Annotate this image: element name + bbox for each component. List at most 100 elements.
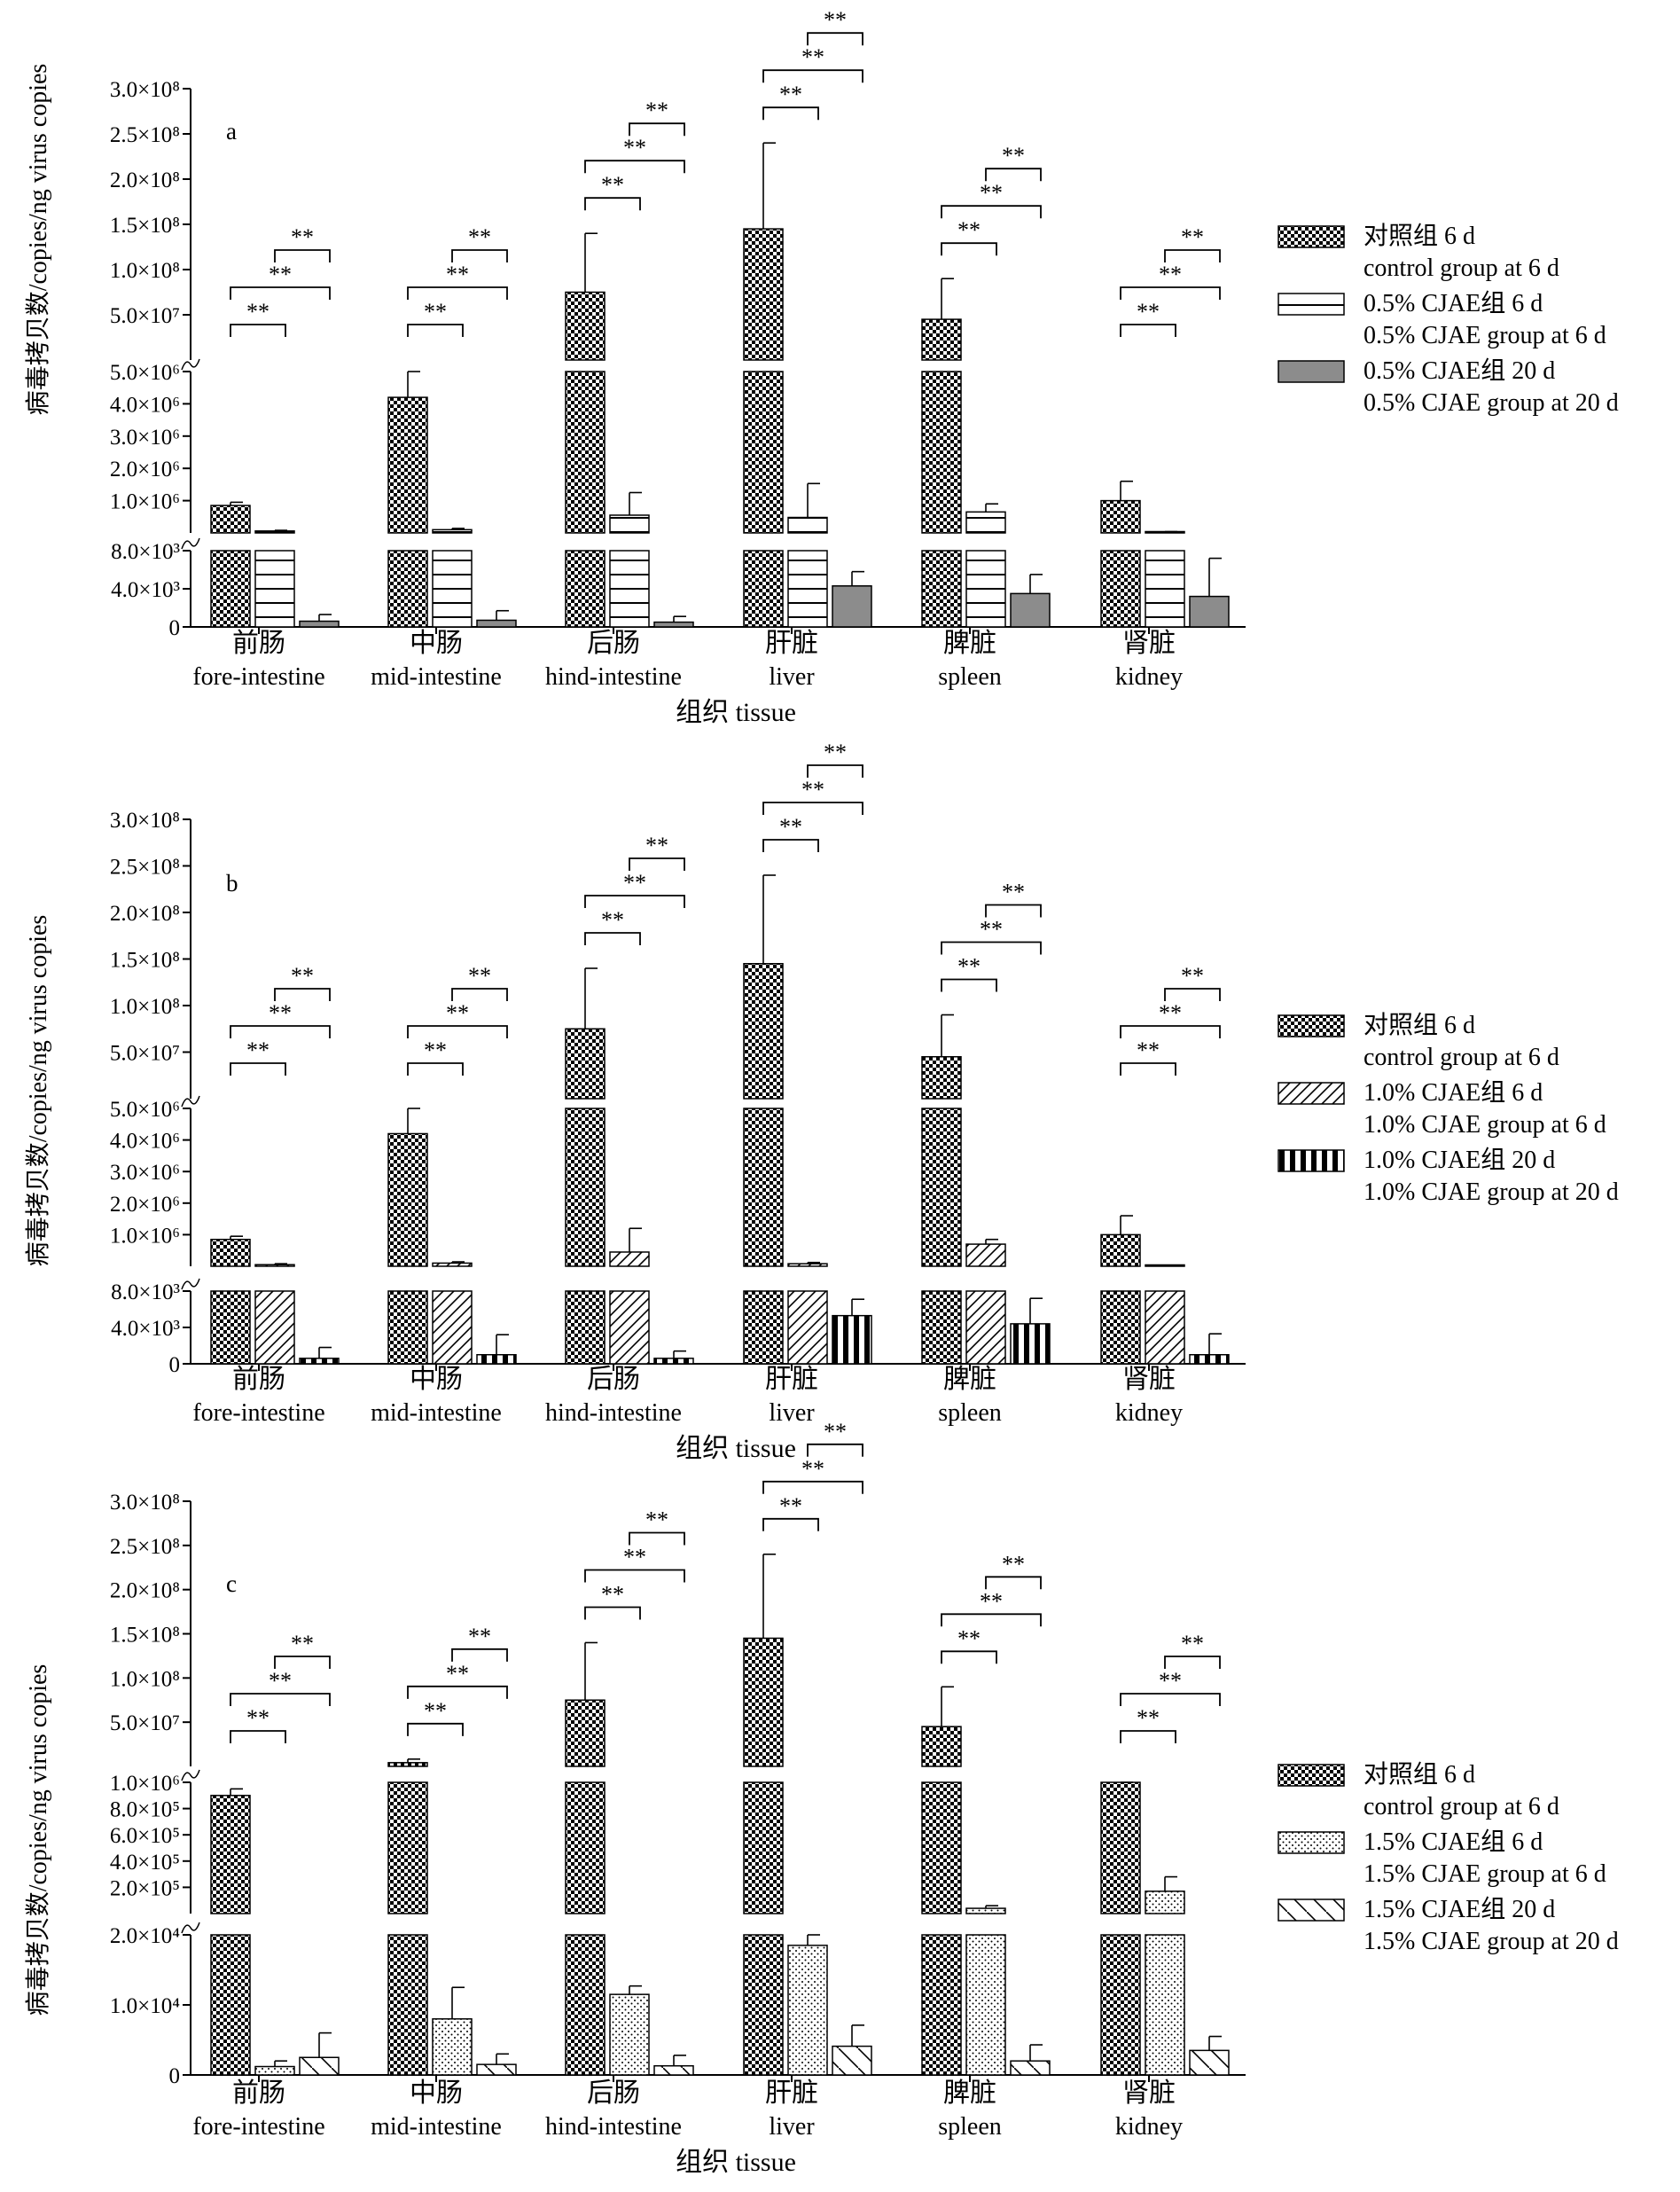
legend-swatch-hlines xyxy=(1278,293,1345,316)
bar-checker-1 xyxy=(387,1781,428,1914)
bar-dots-5 xyxy=(1145,1891,1185,1914)
bar-checker-3 xyxy=(743,1108,784,1267)
y-tick-label: 1.5×10⁸ xyxy=(110,949,180,973)
significance-bracket xyxy=(762,1480,863,1494)
bar-checker-0 xyxy=(210,1795,251,1914)
significance-label: ** xyxy=(1137,299,1160,325)
bar-diag-5 xyxy=(1145,1290,1185,1365)
category-label-zh: 脾脏 xyxy=(943,2078,996,2108)
legend-swatch-backdiag xyxy=(1278,1898,1345,1922)
bar-checker-0 xyxy=(210,1934,251,2076)
y-tick-label: 1.0×10⁶ xyxy=(110,490,180,514)
bar-checker-4 xyxy=(921,550,962,628)
bar-dots-5 xyxy=(1145,1934,1185,2076)
significance-label: ** xyxy=(1159,1000,1182,1026)
significance-bracket xyxy=(1120,1025,1221,1038)
y-tick-label: 5.0×10⁷ xyxy=(110,1042,180,1066)
significance-bracket xyxy=(451,988,508,1001)
bar-checker-1 xyxy=(387,1762,428,1767)
category-label-en: kidney xyxy=(1115,1399,1183,1427)
category-label-zh: 后肠 xyxy=(587,2078,640,2108)
significance-label: ** xyxy=(246,299,270,325)
y-tick-label: 5.0×10⁷ xyxy=(110,1711,180,1735)
significance-bracket xyxy=(1120,324,1176,337)
legend-label-zh: 0.5% CJAE组 20 d xyxy=(1364,356,1555,385)
significance-bracket xyxy=(1120,1062,1176,1076)
significance-bracket xyxy=(762,69,863,83)
bar-checker-1 xyxy=(387,1132,428,1267)
bar-diag-4 xyxy=(965,1290,1006,1365)
significance-bracket xyxy=(985,1576,1042,1590)
bar-backdiag-2 xyxy=(653,2064,694,2076)
y-tick-label: 1.0×10⁶ xyxy=(110,1224,180,1248)
significance-label: ** xyxy=(601,1581,624,1607)
legend-label-zh: 1.0% CJAE组 6 d xyxy=(1364,1078,1543,1107)
y-tick-label: 1.0×10⁶ xyxy=(110,1772,180,1796)
bar-vstripe-5 xyxy=(1189,1354,1230,1365)
bar-checker-4 xyxy=(921,1108,962,1267)
bar-checker-4 xyxy=(921,318,962,361)
significance-bracket xyxy=(1120,1730,1176,1743)
significance-label: ** xyxy=(957,1625,981,1651)
significance-label: ** xyxy=(1159,262,1182,287)
bar-diag-0 xyxy=(254,1264,295,1267)
legend-label-en: 1.0% CJAE group at 6 d xyxy=(1364,1111,1606,1139)
bar-checker-0 xyxy=(210,1238,251,1267)
y-tick-label: 0 xyxy=(169,2064,181,2088)
category-label-en: hind-intestine xyxy=(545,663,682,691)
bar-backdiag-5 xyxy=(1189,2049,1230,2076)
bar-backdiag-1 xyxy=(476,2063,517,2076)
x-axis-label: 组织 tissue xyxy=(676,2148,796,2177)
significance-label: ** xyxy=(1137,1705,1160,1731)
significance-label: ** xyxy=(446,1661,469,1687)
significance-label: ** xyxy=(424,1037,447,1063)
category-label-en: liver xyxy=(769,2113,815,2141)
y-tick-label: 1.5×10⁸ xyxy=(110,214,180,238)
axis-break-mark xyxy=(181,1922,200,1934)
significance-label: ** xyxy=(980,917,1003,943)
significance-label: ** xyxy=(601,907,624,933)
legend-swatch-checker xyxy=(1278,1014,1345,1037)
legend-label-zh: 对照组 6 d xyxy=(1364,222,1475,250)
significance-bracket xyxy=(230,286,331,300)
significance-bracket xyxy=(451,249,508,262)
significance-bracket xyxy=(584,1569,685,1583)
category-label-en: hind-intestine xyxy=(545,1399,682,1427)
category-label-zh: 中肠 xyxy=(410,2078,463,2108)
category-label-zh: 前肠 xyxy=(232,1365,285,1394)
legend-swatch-dots xyxy=(1278,1831,1345,1854)
significance-bracket xyxy=(807,32,863,46)
panel-letter: c xyxy=(226,1570,237,1597)
legend-label-en: control group at 6 d xyxy=(1364,1793,1559,1820)
y-tick-label: 1.0×10⁴ xyxy=(110,1994,180,2018)
significance-bracket xyxy=(274,988,331,1001)
y-tick-label: 2.5×10⁸ xyxy=(110,1535,180,1559)
significance-bracket xyxy=(941,205,1042,219)
bar-checker-3 xyxy=(743,1637,784,1767)
significance-bracket xyxy=(274,249,331,262)
significance-bracket xyxy=(941,1613,1042,1627)
category-label-en: spleen xyxy=(938,663,1002,691)
y-tick-label: 2.0×10⁸ xyxy=(110,902,180,926)
legend-label-zh: 1.0% CJAE组 20 d xyxy=(1364,1146,1555,1174)
axis-break-mark xyxy=(181,1278,200,1290)
significance-bracket xyxy=(629,1531,685,1546)
significance-bracket xyxy=(407,1685,508,1699)
category-label-en: fore-intestine xyxy=(192,2113,324,2141)
y-tick-label: 5.0×10⁶ xyxy=(110,361,180,385)
bar-dots-3 xyxy=(787,1945,828,2076)
significance-label: ** xyxy=(957,954,981,980)
axis-break-mark xyxy=(181,358,200,371)
y-tick-label: 5.0×10⁶ xyxy=(110,1098,180,1122)
significance-bracket xyxy=(584,160,685,174)
y-tick-label: 6.0×10⁵ xyxy=(110,1824,180,1848)
bar-checker-3 xyxy=(743,371,784,534)
significance-bracket xyxy=(985,904,1042,918)
chart-panel-a: 0 4.0×10³ 8.0×10³ 1.0×10⁶ 2.0×10⁶ 3.0×10⁶ 4.0×… xyxy=(24,7,1619,727)
panel-letter: a xyxy=(226,118,237,145)
significance-label: ** xyxy=(824,740,847,765)
bar-diag-2 xyxy=(609,1251,650,1267)
y-tick-label: 0 xyxy=(169,616,181,640)
y-axis-label: 病毒拷贝数/copies/ng virus copies xyxy=(24,915,52,1267)
